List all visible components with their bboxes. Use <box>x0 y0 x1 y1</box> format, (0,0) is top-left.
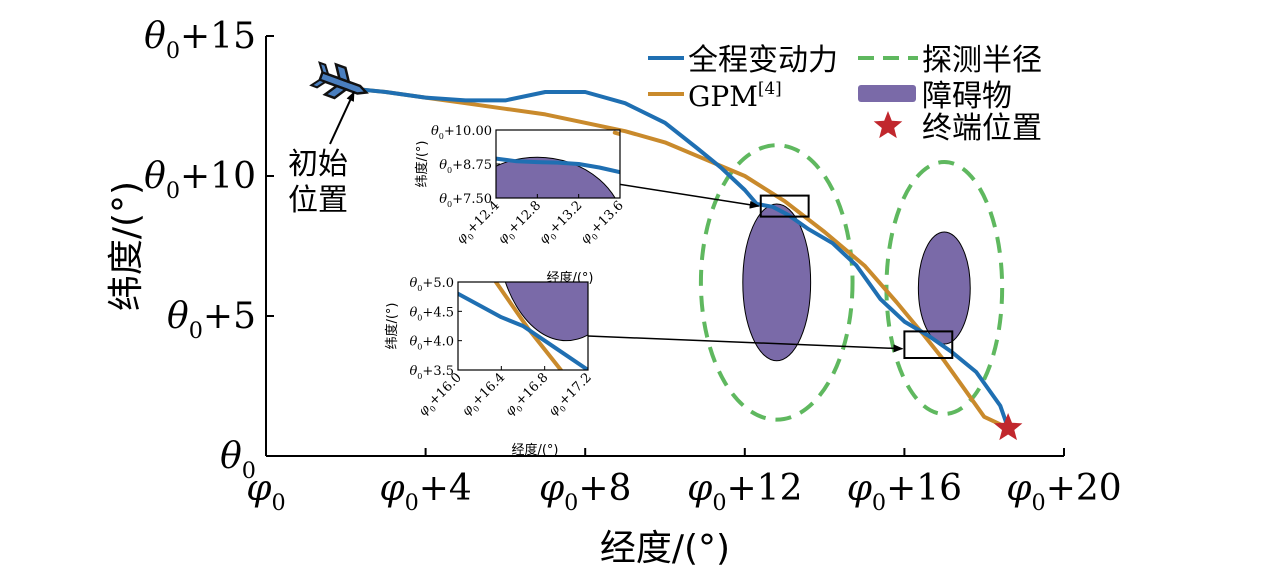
inset-2-frame <box>457 281 589 371</box>
initial-position-label-line1: 初始 <box>288 147 348 182</box>
y-tick-label: θ0 <box>220 436 256 484</box>
x-tick-label: φ0+12 <box>687 468 802 516</box>
inset-2-y-tick-label: θ0+4.0 <box>409 335 454 352</box>
x-tick-label: φ0+4 <box>379 468 472 516</box>
detection-radius-1 <box>698 143 855 422</box>
inset-2-x-axis-title: 经度/(°) <box>511 442 558 458</box>
inset-2-x-tick-label: φ0+16.4 <box>459 370 509 420</box>
legend-label-terminal-position: 终端位置 <box>922 111 1042 146</box>
zoom-box-1 <box>759 194 810 218</box>
inset-2-y-tick-label: θ0+5.0 <box>409 276 454 293</box>
initial-vehicle-icon <box>309 61 369 100</box>
legend-label-detection-radius: 探测半径 <box>922 43 1042 78</box>
inset-1-y-tick-label: θ0+8.75 <box>439 158 492 175</box>
legend-label-obstacle: 障碍物 <box>922 79 1012 114</box>
legend-label-full-variable-thrust: 全程变动力 <box>688 43 838 78</box>
inset-1-x-tick-label: φ0+13.6 <box>578 198 628 248</box>
y-tick-label: θ0+10 <box>144 156 256 204</box>
obstacle-1 <box>742 203 812 362</box>
inset-2-series-full-variable-thrust <box>458 291 588 370</box>
inset-1-series-full-variable-thrust <box>496 156 620 175</box>
inset-1-x-tick-label: φ0+12.8 <box>495 198 545 248</box>
initial-position-label-line2: 位置 <box>288 183 348 218</box>
inset-2-y-axis-title: 纬度/(°) <box>384 302 400 349</box>
legend-label-gpm: GPM[4] <box>688 78 782 113</box>
inset-2-y-tick-label: θ0+3.5 <box>409 364 454 381</box>
legend-swatch-terminal-star <box>873 111 903 139</box>
inset-2-arrow <box>587 335 904 353</box>
x-tick-label: φ0+16 <box>847 468 962 516</box>
inset-1-series-gpm <box>612 130 620 137</box>
y-tick-label: θ0+15 <box>144 16 256 64</box>
inset-1-y-axis-title: 纬度/(°) <box>414 140 430 187</box>
legend-swatch-obstacle <box>858 85 916 102</box>
obstacle-2 <box>917 231 971 345</box>
inset-1-plot <box>496 130 620 198</box>
plot-area <box>355 87 1011 430</box>
zoom-box-2 <box>903 330 954 359</box>
y-axis-title: 纬度/(°) <box>106 181 147 311</box>
initial-position-arrow <box>329 91 355 145</box>
x-tick-label: φ0 <box>246 468 285 516</box>
inset-1-x-tick-label: φ0+13.2 <box>537 198 587 248</box>
series-line-gpm <box>355 87 1011 430</box>
inset-2-obstacle <box>504 282 588 342</box>
x-tick-label: φ0+8 <box>539 468 632 516</box>
inset-2-x-tick-label: φ0+17.2 <box>546 370 596 420</box>
x-tick-label: φ0+20 <box>1006 468 1121 516</box>
inset-2-plot <box>458 282 588 370</box>
x-axis-title: 经度/(°) <box>600 528 730 569</box>
terminal-position-star <box>993 413 1023 441</box>
inset-1-y-tick-label: θ0+7.50 <box>439 192 492 209</box>
y-tick-label: θ0+5 <box>167 296 256 344</box>
inset-2-y-tick-label: θ0+4.5 <box>409 305 454 322</box>
inset-1-y-tick-label: θ0+10.00 <box>431 124 492 141</box>
inset-2-x-tick-label: φ0+16.8 <box>503 370 553 420</box>
inset-1-obstacle <box>496 156 616 198</box>
